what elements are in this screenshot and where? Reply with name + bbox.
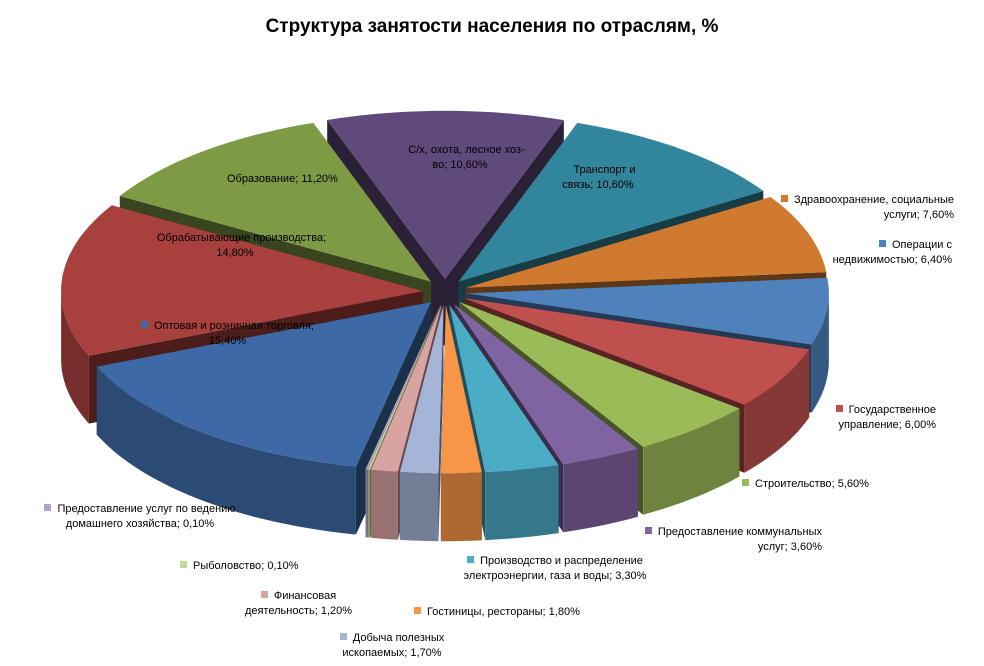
slice-top	[367, 304, 441, 470]
slice-top	[440, 305, 482, 474]
slice-value: 5,60%	[837, 478, 869, 490]
slice-top	[371, 305, 442, 472]
label-government: Государственное управление; 6,00%	[800, 403, 936, 433]
slice-label: Государственное управление	[838, 404, 936, 431]
slice-outer-wall	[811, 293, 829, 413]
label-fishing: Рыболовство; 0,10%	[180, 559, 315, 574]
slice-value: 0,10%	[183, 518, 215, 530]
slice-value: 1,20%	[320, 605, 353, 617]
slice-value: 0,10%	[267, 560, 299, 572]
legend-marker-icon	[414, 607, 421, 614]
slice-top	[453, 304, 638, 465]
slice-label: Оптовая и розничная торговля	[154, 320, 311, 332]
slice-top	[449, 304, 559, 473]
slice-top	[327, 110, 564, 279]
legend-marker-icon	[644, 527, 652, 534]
slice-value: 11,20%	[301, 173, 338, 185]
slice-outer-wall	[367, 469, 371, 538]
slice-label: Финансовая деятельность	[244, 590, 337, 617]
slice-top	[458, 122, 764, 282]
slice-top	[96, 302, 431, 467]
legend-marker-icon	[339, 633, 347, 640]
slice-label: Рыболовство	[193, 560, 262, 572]
label-household: Предоставление услуг по ведению домашнег…	[36, 502, 244, 532]
slice-label: Здравоохранение, социальные услуги	[793, 194, 954, 221]
pie-slice[interactable]	[440, 305, 482, 542]
legend-marker-icon	[180, 561, 187, 568]
slice-value: 10,60%	[450, 159, 488, 171]
legend-marker-icon	[214, 174, 221, 181]
label-utilities: Предоставление коммунальных услуг; 3,60%	[612, 525, 822, 555]
slice-label: Образование	[227, 173, 296, 185]
label-transport: Транспорт и связь; 10,60%	[560, 164, 636, 191]
label-education: Образование; 11,20%	[214, 172, 374, 187]
slice-outer-wall	[96, 366, 356, 535]
slice-label: С/х, охота, лесное хоз-во	[408, 144, 525, 171]
slice-value: 1,80%	[548, 606, 580, 618]
label-construction: Строительство; 5,60%	[742, 477, 887, 492]
label-manufacturing: Обрабатывающие производства; 14,80%	[130, 231, 340, 261]
legend-marker-icon	[467, 556, 475, 563]
slice-label: Предоставление услуг по ведению домашнег…	[57, 503, 236, 530]
legend-marker-icon	[835, 405, 843, 412]
slice-value: 6,00%	[904, 419, 936, 431]
slice-value: 3,60%	[790, 541, 822, 553]
slice-outer-wall	[563, 448, 638, 533]
slice-value: 1,70%	[410, 647, 442, 659]
legend-marker-icon	[878, 240, 886, 247]
slice-label: Строительство	[755, 478, 832, 490]
slice-label: Производство и распределение электроэнер…	[463, 555, 643, 582]
slice-top	[465, 197, 827, 288]
legend-marker-icon	[742, 479, 749, 486]
slice-top	[61, 205, 424, 356]
slice-value: 7,60%	[922, 209, 954, 221]
slice-outer-wall	[61, 291, 89, 424]
slice-top	[399, 305, 444, 474]
slice-label: Предоставление коммунальных услуг	[657, 526, 822, 553]
slice-value: 6,40%	[920, 254, 952, 266]
slice-outer-wall	[399, 471, 439, 542]
slice-outer-wall	[744, 349, 810, 473]
slice-value: 15,40%	[208, 335, 247, 347]
legend-marker-icon	[560, 165, 568, 172]
slice-label: Транспорт и связь	[562, 164, 636, 191]
legend-marker-icon	[395, 145, 403, 152]
label-real-estate: Операции с недвижимостью; 6,40%	[832, 239, 952, 266]
label-finance: Финансовая деятельность; 1,20%	[244, 590, 353, 617]
legend-marker-icon	[141, 321, 148, 328]
legend-marker-icon	[44, 504, 52, 511]
slice-label: Обрабатывающие производства	[156, 232, 324, 244]
label-energy: Производство и распределение электроэнер…	[463, 555, 647, 582]
slice-label: Гостиницы, рестораны	[427, 606, 543, 618]
slice-top	[365, 304, 441, 470]
label-healthcare: Здравоохранение, социальные услуги; 7,60…	[762, 193, 954, 223]
slice-outer-wall	[371, 469, 398, 540]
slice-top	[464, 298, 810, 405]
slice-value: 3,30%	[615, 570, 647, 582]
label-trade: Оптовая и розничная торговля; 15,40%	[130, 319, 325, 349]
slice-top	[466, 277, 829, 345]
slice-label: Добыча полезных ископаемых	[342, 632, 445, 659]
slice-top	[459, 302, 740, 447]
chart-title: Структура занятости населения по отрасля…	[265, 16, 719, 37]
slice-outer-wall	[643, 408, 740, 515]
label-mining: Добыча полезных ископаемых; 1,70%	[322, 631, 462, 661]
legend-marker-icon	[780, 195, 788, 202]
slice-top	[119, 122, 432, 282]
label-agriculture: С/х, охота, лесное хоз-во; 10,60%	[390, 143, 530, 173]
slice-outer-wall	[365, 469, 368, 538]
label-hotels: Гостиницы, рестораны; 1,80%	[414, 605, 614, 620]
slice-label: Операции с недвижимостью	[832, 239, 952, 266]
legend-marker-icon	[260, 591, 268, 598]
pie-slice[interactable]	[399, 305, 444, 542]
slice-value: 10,60%	[596, 179, 634, 191]
slice-value: 14,80%	[216, 247, 254, 259]
slice-outer-wall	[440, 472, 482, 542]
slice-outer-wall	[485, 465, 559, 541]
legend-marker-icon	[143, 233, 151, 240]
